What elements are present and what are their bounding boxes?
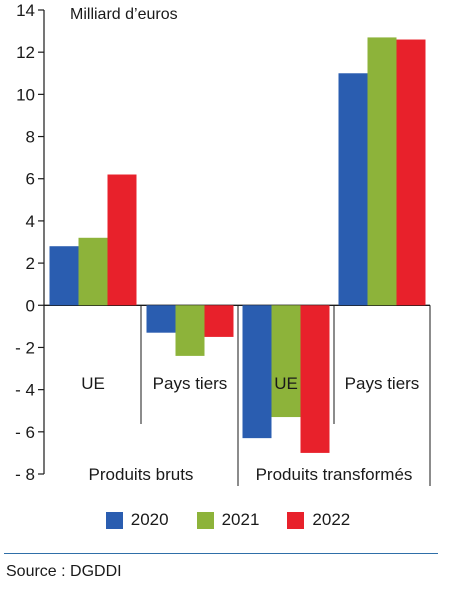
y-tick-label: 2 [26, 254, 35, 273]
bar-2022-4 [396, 39, 426, 306]
plot-frame [44, 304, 431, 486]
category-label: Pays tiers [153, 374, 228, 393]
bar-2021-4 [367, 37, 397, 306]
bar-chart: 14 12 10 8 6 4 2 0 - 2 - 4 - 6 - 8 UE Pays tiers UE Pa… [15, 1, 431, 486]
legend-swatch-2020 [105, 511, 123, 529]
source-divider [4, 553, 438, 554]
category-label: UE [81, 374, 105, 393]
bar-2022-2 [204, 305, 234, 337]
legend-swatch-2021 [196, 511, 214, 529]
y-tick-label: - 4 [15, 381, 35, 400]
bar-marks [49, 37, 426, 453]
y-tick-label: 10 [16, 85, 35, 104]
bar-2022-1 [107, 174, 137, 306]
bar-2020-3 [242, 305, 272, 439]
unit-label: Milliard d’euros [70, 6, 178, 23]
bar-2021-2 [175, 305, 205, 356]
legend-label-2020: 2020 [130, 510, 169, 529]
y-tick-label: - 6 [15, 423, 35, 442]
y-axis: 14 12 10 8 6 4 2 0 - 2 - 4 - 6 - 8 [15, 1, 45, 484]
category-labels: UE Pays tiers UE Pays tiers Produits bruts Pr… [81, 374, 419, 484]
legend-item-2022: 2022 [287, 510, 350, 530]
y-tick-label: 6 [26, 170, 35, 189]
source-note: Source : DGDDI [6, 563, 122, 580]
bar-2020-2 [146, 305, 176, 333]
y-tick-label: 12 [16, 43, 35, 62]
bar-2021-3 [271, 305, 301, 418]
legend-swatch-2022 [287, 511, 305, 529]
group-label: Produits transformés [256, 465, 413, 484]
legend-item-2021: 2021 [196, 510, 260, 530]
category-label: Pays tiers [345, 374, 420, 393]
legend-item-2020: 2020 [105, 510, 169, 530]
y-tick-label: - 8 [15, 465, 35, 484]
group-label: Produits bruts [89, 465, 194, 484]
y-tick-label: 14 [16, 1, 35, 20]
bar-2022-3 [300, 305, 330, 453]
y-tick-label: 4 [26, 212, 35, 231]
category-label: UE [274, 374, 298, 393]
bar-2020-1 [49, 246, 79, 306]
y-tick-label: 0 [26, 296, 35, 315]
y-tick-label: 8 [26, 128, 35, 147]
y-tick-label: - 2 [15, 338, 35, 357]
legend-label-2021: 2021 [221, 510, 260, 529]
bar-2020-4 [338, 73, 368, 306]
bar-2021-1 [78, 237, 108, 306]
legend: 2020 2021 2022 [0, 510, 456, 530]
legend-label-2022: 2022 [312, 510, 351, 529]
